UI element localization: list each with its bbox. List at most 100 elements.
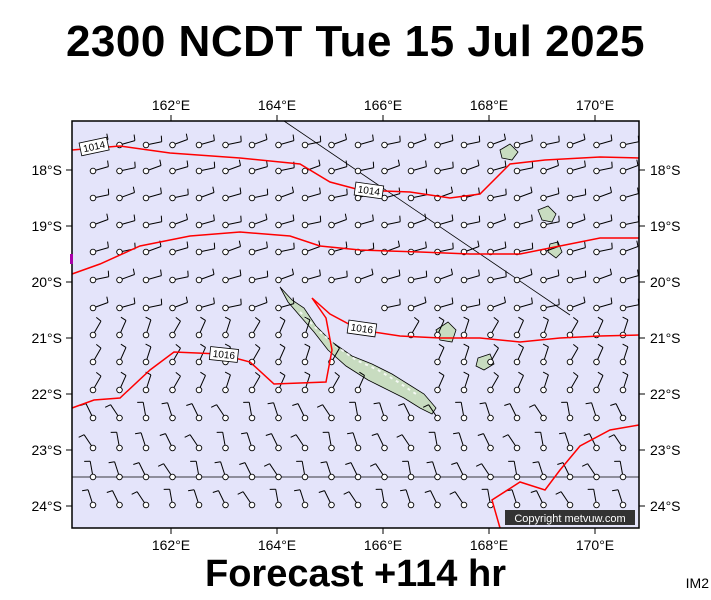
wind-barb — [222, 187, 242, 202]
lat-label-left-22: 22°S — [31, 386, 62, 402]
wind-barb — [89, 270, 110, 284]
wind-barb — [248, 317, 261, 339]
wind-barb — [381, 298, 401, 312]
svg-text:1016: 1016 — [212, 349, 236, 362]
wind-barb — [381, 215, 401, 229]
isobar-1014 — [71, 145, 640, 199]
wind-barb — [540, 343, 549, 366]
wind-barb — [566, 188, 587, 202]
wind-barb — [301, 371, 311, 394]
wind-barb — [540, 371, 549, 394]
wind-barb — [349, 401, 362, 422]
wind-barb — [320, 461, 335, 481]
wind-barb — [460, 343, 470, 366]
wind-barb — [116, 268, 135, 284]
wind-barb — [487, 372, 499, 394]
wind-barb — [222, 371, 231, 394]
wind-barb — [449, 491, 468, 509]
svg-text:Copyright metvuw.com: Copyright metvuw.com — [514, 513, 625, 525]
wind-barb — [513, 186, 533, 202]
wind-barb — [142, 215, 163, 229]
wind-barb — [455, 401, 468, 422]
wind-barb — [354, 161, 375, 175]
isobar-1016-south — [71, 297, 640, 409]
wind-barb — [587, 488, 600, 509]
wind-barb — [195, 268, 215, 284]
wind-barb — [142, 298, 163, 312]
wind-barb — [248, 188, 269, 202]
lat-label-right-22: 22°S — [650, 386, 681, 402]
wind-barb — [453, 432, 468, 452]
wind-barb — [237, 491, 256, 509]
isobar-1018 — [491, 424, 640, 529]
wind-barb — [222, 135, 242, 149]
wind-barb — [116, 161, 136, 175]
wind-barb — [142, 159, 162, 175]
wind-barb — [506, 489, 521, 509]
wind-barb — [89, 213, 109, 229]
wind-barb — [135, 432, 150, 452]
wind-barb — [301, 159, 321, 175]
wind-barb — [534, 431, 547, 452]
wind-barb — [106, 490, 123, 509]
wind-barb — [195, 186, 215, 202]
wind-barb — [78, 434, 97, 452]
wind-barb — [434, 371, 445, 394]
wind-barb — [566, 270, 587, 284]
wind-barb — [593, 161, 613, 175]
wind-barb — [263, 463, 282, 481]
wind-barb — [530, 490, 547, 509]
wind-barb — [593, 186, 612, 202]
wind-barb — [222, 159, 241, 175]
wind-barb — [116, 297, 136, 312]
wind-barb — [540, 135, 560, 149]
wind-barb — [89, 241, 109, 256]
wind-barb — [561, 401, 574, 422]
wind-barb — [296, 460, 309, 481]
wind-barb — [396, 434, 415, 452]
wind-barb — [593, 134, 613, 149]
wind-barb — [487, 160, 507, 175]
wind-barb — [89, 188, 110, 202]
wind-barb — [369, 463, 388, 481]
wind-barb — [460, 135, 481, 149]
wind-barb — [301, 187, 321, 202]
wind-barb — [528, 404, 547, 422]
wind-barb — [328, 270, 348, 284]
wind-barb — [328, 188, 348, 202]
wind-barb — [487, 344, 499, 366]
wind-barb — [169, 213, 188, 229]
wind-barb — [566, 372, 579, 394]
wind-barb — [381, 187, 401, 202]
wind-barb — [131, 491, 150, 509]
wind-barb — [222, 269, 242, 284]
wind-barb — [241, 432, 256, 452]
wind-barb — [142, 187, 162, 202]
wind-barb — [407, 188, 428, 202]
wind-barb — [434, 343, 445, 366]
isobar-label-1016-center: 1016 — [346, 319, 378, 338]
wind-barb — [460, 298, 481, 312]
wind-barb — [343, 491, 362, 509]
wind-barb — [163, 488, 176, 509]
wind-barb — [169, 296, 188, 312]
wind-barb — [619, 371, 629, 394]
wind-barb — [248, 213, 268, 229]
wind-barb — [513, 297, 533, 312]
wind-barb — [294, 489, 309, 509]
wind-barb — [381, 159, 400, 175]
wind-barb — [190, 460, 203, 481]
wind-barb — [137, 401, 150, 422]
wind-barb — [610, 403, 627, 422]
wind-barb — [354, 134, 374, 149]
wind-barb — [540, 159, 559, 175]
wind-barb — [354, 268, 374, 284]
wind-barb — [593, 343, 604, 366]
wind-barb-field — [78, 133, 640, 509]
wind-barb — [222, 298, 242, 312]
lat-label-left-21: 21°S — [31, 330, 62, 346]
wind-barb — [318, 490, 335, 509]
wind-barb — [513, 316, 524, 339]
wind-barb — [195, 316, 206, 339]
wind-barb — [593, 297, 613, 312]
